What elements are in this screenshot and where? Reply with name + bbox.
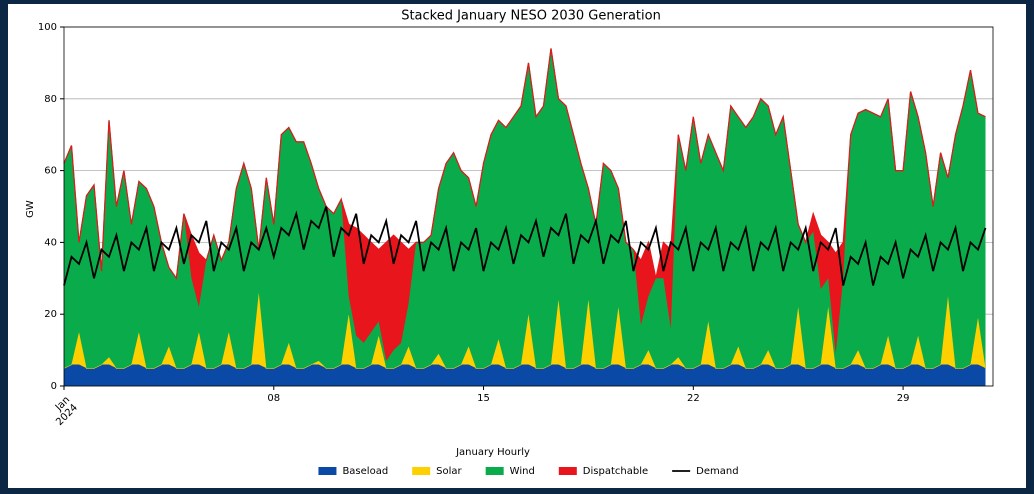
y-tick-label: 0 (51, 381, 57, 392)
x-tick-label: 08 (267, 393, 280, 404)
legend-swatch (485, 467, 504, 475)
y-axis-label: GW (25, 200, 36, 218)
chart-panel: Stacked January NESO 2030 Generation Jan… (8, 4, 1026, 488)
x-tick-label: 29 (897, 393, 910, 404)
legend-label: Baseload (342, 466, 388, 477)
y-tick-label: 20 (44, 309, 57, 320)
legend-swatch (318, 467, 337, 475)
x-tick-label: 22 (687, 393, 700, 404)
legend-swatch (412, 467, 431, 475)
legend: Baseload Solar Wind Dispatchable Demand (318, 466, 739, 477)
chart: Stacked January NESO 2030 Generation Jan… (25, 9, 994, 477)
legend-label: Solar (436, 466, 462, 477)
legend-label: Wind (510, 466, 535, 477)
y-tick-label: 80 (44, 94, 57, 105)
y-tick-label: 60 (44, 166, 57, 177)
x-tick-label: Jan2024 (46, 394, 80, 428)
x-tick-label: 15 (477, 393, 490, 404)
legend-label: Dispatchable (583, 466, 648, 477)
area-baseload (64, 364, 986, 386)
x-axis-label: January Hourly (455, 447, 530, 458)
plot-frame (63, 26, 994, 387)
area-edge (63, 48, 986, 280)
area-wind (64, 48, 986, 369)
y-tick-label: 100 (38, 22, 57, 33)
legend-label: Demand (696, 466, 738, 477)
legend-swatch (558, 467, 577, 475)
demand-line (63, 206, 987, 286)
chart-title: Stacked January NESO 2030 Generation (401, 9, 661, 24)
y-tick-label: 40 (44, 237, 57, 248)
